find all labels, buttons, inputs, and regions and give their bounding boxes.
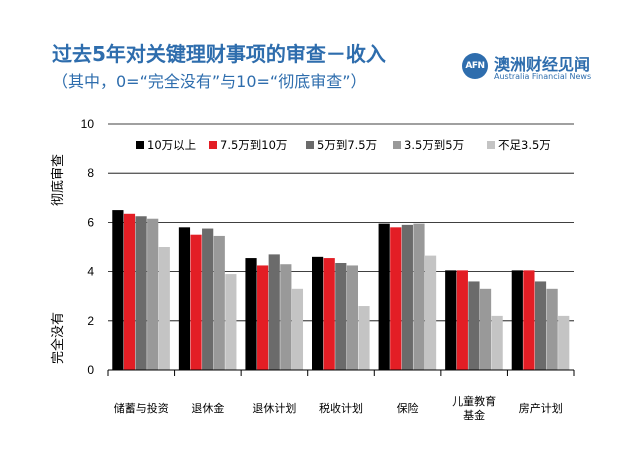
legend-label: 不足3.5万 [498,138,551,152]
legend-swatch [393,141,401,149]
y-tick-label: 10 [81,117,95,131]
y-tick-label: 2 [87,314,94,328]
legend-swatch [209,141,217,149]
bars [112,210,570,370]
legend-label: 10万以上 [147,138,196,152]
legend-label: 3.5万到5万 [404,138,464,152]
bar [147,218,159,370]
y-axis-label-top: 彻底审查 [50,154,66,206]
y-tick-label: 6 [87,215,94,229]
afn-logo-icon: AFN [462,53,488,79]
y-tick-label: 4 [87,265,94,279]
y-axis-label-bottom: 完全没有 [50,312,66,364]
bar [158,247,170,370]
category-label: 儿童教育 [452,394,496,408]
bar [312,256,324,370]
bar [534,281,547,370]
legend-label: 7.5万到10万 [220,138,287,152]
category-label: 储蓄与投资 [114,401,169,415]
bar [268,254,280,370]
bar [225,274,237,370]
afn-logo: AFN 澳洲财经见闻 Australia Financial News [462,51,602,85]
bar [479,288,492,370]
bar [346,265,358,370]
y-tick-label: 8 [87,166,94,180]
bar [178,227,191,370]
category-label: 基金 [463,408,485,422]
bar [335,262,347,370]
bar [280,264,292,370]
bar [213,235,225,370]
bar [445,270,457,370]
bar [257,265,269,370]
category-label: 房产计划 [519,401,563,415]
bar [523,270,535,370]
bar [468,281,480,370]
legend-swatch [136,141,144,149]
bar [390,227,402,370]
bar [245,258,257,370]
bar [190,234,202,370]
bar [291,288,304,370]
category-label: 退休金 [191,401,224,415]
legend-swatch [487,141,495,149]
bar [123,213,136,370]
logo-name-cn: 澳洲财经见闻 [494,55,591,74]
category-label: 退休计划 [252,402,296,415]
legend-swatch [306,141,314,149]
bar [378,223,390,370]
bar [424,255,437,370]
logo-name-en: Australia Financial News [494,72,592,81]
bar [401,224,413,370]
bar [491,315,503,370]
bar [323,258,335,370]
bar [546,288,558,370]
category-label: 保险 [397,401,419,415]
bar [135,216,147,370]
y-tick-label: 0 [87,363,94,377]
bar [558,315,570,370]
category-label: 税收计划 [319,401,363,415]
chart-title: 过去5年对关键理财事项的审查－收入 [52,42,386,66]
chart-subtitle: （其中，0=“完全没有”与10=“彻底审查”） [52,72,367,91]
legend-label: 5万到7.5万 [317,138,377,152]
legend: 10万以上 7.5万到10万 5万到7.5万 3.5万到5万 不足3.5万 [136,138,551,152]
bar [112,210,124,370]
bar [202,228,214,370]
bar [358,306,370,370]
bar [413,223,425,370]
bar [511,270,523,370]
bar [456,270,468,370]
